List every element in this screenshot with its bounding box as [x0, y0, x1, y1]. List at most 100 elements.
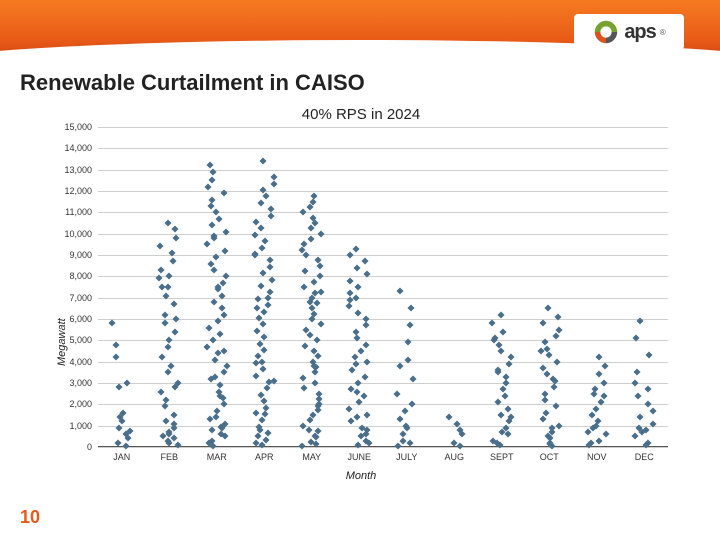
data-point [543, 371, 550, 378]
ytick-label: 13,000 [48, 165, 92, 175]
data-point [209, 426, 216, 433]
data-point [550, 384, 557, 391]
data-point [637, 414, 644, 421]
data-point [209, 337, 216, 344]
data-point [165, 273, 172, 280]
data-point [300, 374, 307, 381]
data-point [601, 392, 608, 399]
data-point [252, 409, 259, 416]
ytick-label: 4,000 [48, 357, 92, 367]
data-point [645, 386, 652, 393]
data-point [361, 373, 368, 380]
data-point [109, 320, 116, 327]
xtick-label: AUG [444, 452, 464, 462]
data-point [220, 401, 227, 408]
data-point [157, 266, 164, 273]
data-point [591, 390, 598, 397]
data-point [635, 392, 642, 399]
gridline [98, 426, 668, 427]
data-point [318, 321, 325, 328]
data-point [264, 302, 271, 309]
data-point [540, 416, 547, 423]
gridline [98, 447, 668, 448]
data-point [354, 309, 361, 316]
data-point [123, 442, 130, 449]
data-point [156, 243, 163, 250]
data-point [592, 405, 599, 412]
data-point [595, 437, 602, 444]
data-point [209, 177, 216, 184]
data-point [158, 354, 165, 361]
data-point [172, 315, 179, 322]
data-point [157, 388, 164, 395]
data-point [602, 431, 609, 438]
gridline [98, 127, 668, 128]
data-point [254, 327, 261, 334]
data-point [310, 278, 317, 285]
data-point [353, 294, 360, 301]
data-point [221, 369, 228, 376]
data-point [602, 362, 609, 369]
data-point [204, 183, 211, 190]
data-point [595, 371, 602, 378]
data-point [355, 283, 362, 290]
data-point [252, 231, 259, 238]
data-point [205, 324, 212, 331]
gridline [98, 319, 668, 320]
data-point [208, 222, 215, 229]
data-point [397, 362, 404, 369]
data-point [270, 180, 277, 187]
data-point [301, 385, 308, 392]
data-point [259, 366, 266, 373]
gridline [98, 383, 668, 384]
logo-registered-icon: ® [660, 28, 666, 37]
data-point [307, 225, 314, 232]
data-point [601, 379, 608, 386]
data-point [298, 442, 305, 449]
data-point [312, 379, 319, 386]
data-point [266, 263, 273, 270]
data-point [316, 390, 323, 397]
data-point [346, 405, 353, 412]
data-point [353, 328, 360, 335]
data-point [401, 407, 408, 414]
data-point [220, 347, 227, 354]
chart-container: 40% RPS in 2024 Megawatt 01,0002,0003,00… [46, 106, 676, 486]
data-point [634, 369, 641, 376]
data-point [545, 305, 552, 312]
data-point [112, 354, 119, 361]
aps-logo: aps ® [574, 14, 684, 50]
data-point [361, 258, 368, 265]
data-point [407, 439, 414, 446]
data-point [260, 346, 267, 353]
ytick-label: 6,000 [48, 314, 92, 324]
data-point [397, 416, 404, 423]
ytick-label: 7,000 [48, 293, 92, 303]
ytick-label: 1,000 [48, 421, 92, 431]
data-point [206, 416, 213, 423]
data-point [354, 264, 361, 271]
data-point [171, 328, 178, 335]
data-point [650, 407, 657, 414]
data-point [644, 401, 651, 408]
data-point [632, 379, 639, 386]
scatter-plot: 01,0002,0003,0004,0005,0006,0007,0008,00… [98, 127, 668, 447]
data-point [363, 358, 370, 365]
data-point [353, 245, 360, 252]
xtick-label: DEC [635, 452, 654, 462]
data-point [313, 299, 320, 306]
gridline [98, 212, 668, 213]
xtick-label: APR [255, 452, 274, 462]
data-point [220, 279, 227, 286]
data-point [554, 358, 561, 365]
data-point [301, 283, 308, 290]
data-point [212, 373, 219, 380]
data-point [171, 384, 178, 391]
x-axis-label: Month [346, 470, 377, 482]
data-point [306, 426, 313, 433]
data-point [169, 258, 176, 265]
data-point [164, 369, 171, 376]
data-point [123, 379, 130, 386]
data-point [397, 288, 404, 295]
data-point [115, 439, 122, 446]
